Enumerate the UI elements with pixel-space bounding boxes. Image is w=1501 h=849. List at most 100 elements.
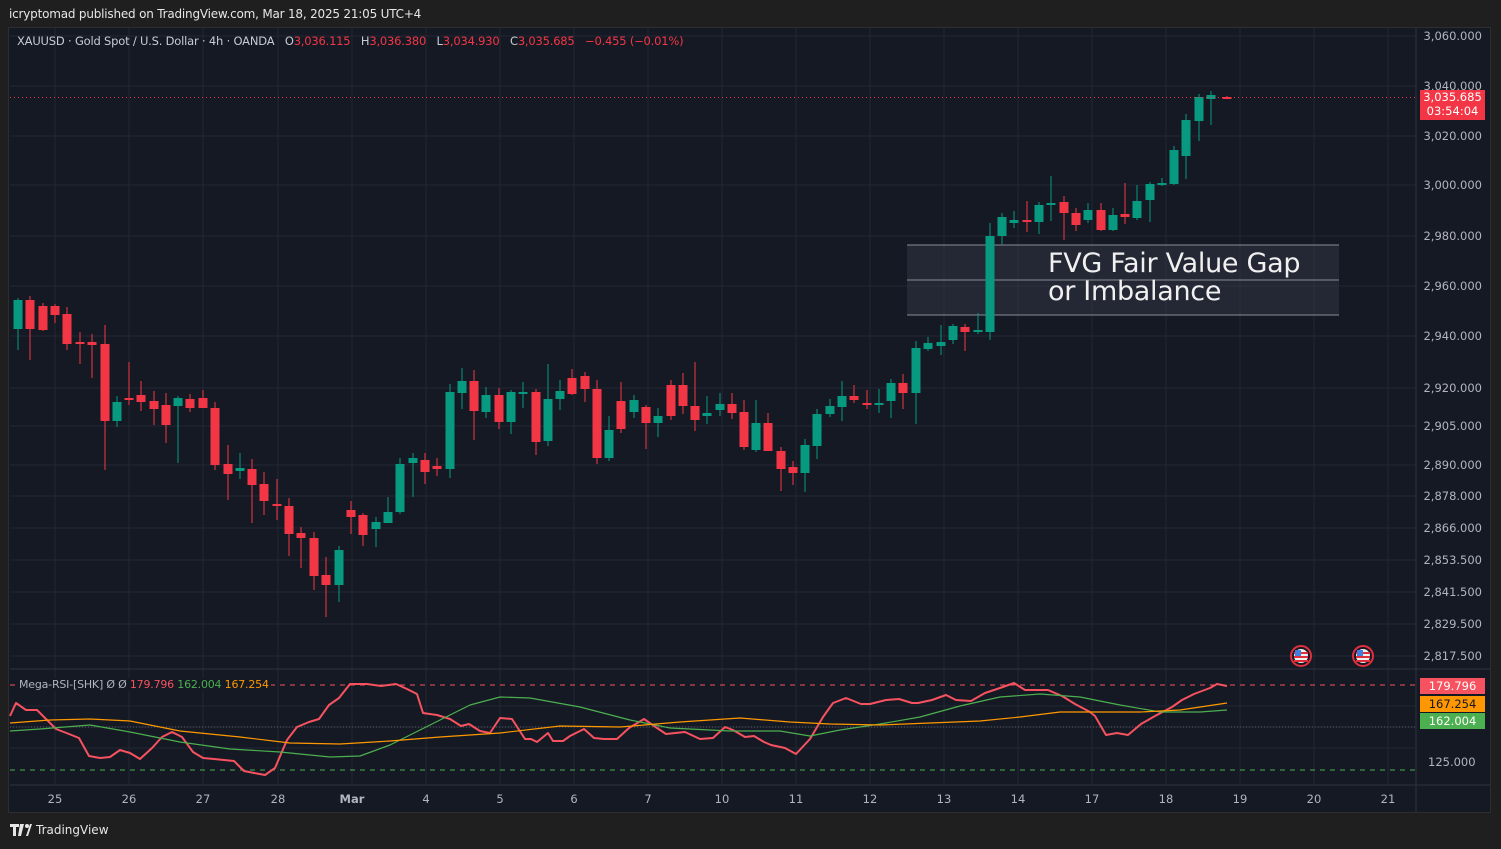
candle: [960, 324, 970, 351]
candle: [235, 453, 245, 479]
symbol-legend: XAUUSD · Gold Spot / U.S. Dollar · 4h · …: [17, 34, 684, 48]
candle: [641, 405, 651, 449]
rsi-tag-orange: 167.254: [1420, 696, 1485, 712]
candle: [247, 459, 257, 523]
rsi-legend: Mega-RSI-[SHK] Ø Ø 179.796 162.004 167.2…: [17, 678, 271, 691]
time-axis-label: 4: [422, 792, 430, 806]
candle: [763, 413, 773, 451]
us-flag-event-icon[interactable]: [1352, 645, 1374, 667]
candle: [898, 374, 908, 409]
candle: [1009, 211, 1019, 228]
exchange: OANDA: [233, 34, 275, 48]
candle: [321, 557, 331, 617]
candle: [715, 393, 725, 416]
fvg-line-2: or Imbalance: [1048, 276, 1222, 307]
price-axis-label: 2,960.000: [1423, 279, 1482, 293]
rsi-tag-red: 179.796: [1420, 678, 1485, 694]
candle: [1096, 203, 1106, 231]
time-axis-label: 26: [121, 792, 137, 806]
candle: [1132, 185, 1142, 220]
tradingview-logo-icon: [10, 824, 32, 836]
candle: [837, 381, 847, 421]
time-axis-label: 17: [1084, 792, 1100, 806]
candle: [272, 479, 282, 520]
candle: [531, 389, 541, 455]
candle: [100, 325, 110, 470]
change-value: −0.455 (−0.01%): [585, 34, 684, 48]
time-axis-label: 5: [496, 792, 504, 806]
candle: [1145, 182, 1155, 222]
candle: [825, 399, 835, 417]
candle: [87, 334, 97, 378]
bar-countdown: 03:54:04: [1426, 104, 1479, 118]
time-axis-label: 10: [714, 792, 730, 806]
footer-brand[interactable]: TradingView: [10, 823, 109, 837]
candle: [445, 384, 455, 478]
fvg-line-1: FVG Fair Value Gap: [1048, 248, 1301, 279]
rsi-tag-green: 162.004: [1420, 713, 1485, 729]
price-axis-label: 2,841.500: [1423, 585, 1482, 599]
candle: [1022, 201, 1032, 232]
price-axis-label: 3,060.000: [1423, 29, 1482, 43]
us-flag-event-icon[interactable]: [1290, 645, 1312, 667]
candle: [346, 501, 356, 534]
candle: [580, 372, 590, 402]
candle: [849, 385, 859, 403]
rsi-axis-label: 125.000: [1428, 755, 1476, 769]
time-axis-label: 20: [1306, 792, 1322, 806]
candle: [751, 400, 761, 452]
fvg-box[interactable]: [907, 244, 1339, 316]
candle: [358, 513, 368, 546]
candle: [161, 393, 171, 443]
candle: [678, 373, 688, 414]
candle: [1059, 196, 1069, 240]
candle: [1181, 114, 1191, 179]
price-axis-label: 2,890.000: [1423, 458, 1482, 472]
rsi-value-orange: 167.254: [224, 678, 269, 691]
candle: [62, 307, 72, 350]
candle: [543, 364, 553, 446]
candle: [948, 324, 958, 344]
price-axis-label: 3,020.000: [1423, 129, 1482, 143]
price-axis-label: 2,905.000: [1423, 419, 1482, 433]
price-axis-label: 3,040.000: [1423, 79, 1482, 93]
candle: [518, 382, 528, 408]
candle: [1083, 203, 1093, 223]
candle: [13, 298, 23, 350]
candle: [1194, 94, 1204, 141]
candle: [727, 393, 737, 419]
candle: [223, 445, 233, 500]
candle: [874, 389, 884, 413]
candle: [284, 498, 294, 556]
candle: [886, 379, 896, 418]
candle: [1034, 202, 1044, 234]
last-price-tag: 3,035.685 03:54:04: [1420, 90, 1485, 120]
time-axis-label: 18: [1158, 792, 1174, 806]
candle: [494, 388, 504, 429]
candle: [555, 380, 565, 410]
time-axis-label: 27: [195, 792, 211, 806]
candle: [149, 391, 159, 425]
candle: [210, 402, 220, 470]
price-axis[interactable]: 3,060.000 3,040.000 3,020.000 3,000.000 2,98…: [1417, 28, 1490, 812]
price-axis-label: 2,829.500: [1423, 617, 1482, 631]
time-axis-label: 25: [47, 792, 63, 806]
fvg-annotation[interactable]: FVG Fair Value Gap or Imbalance: [1048, 248, 1301, 307]
interval[interactable]: 4h: [208, 34, 224, 48]
candle: [653, 408, 663, 437]
symbol-name[interactable]: XAUUSD: [17, 34, 65, 48]
candle: [1120, 183, 1130, 224]
price-axis-label: 2,940.000: [1423, 329, 1482, 343]
rsi-line: [9, 682, 1228, 776]
candle: [739, 400, 749, 450]
candle: [309, 532, 319, 590]
candle: [690, 362, 700, 431]
candle: [259, 472, 269, 515]
rsi-name[interactable]: Mega-RSI-[SHK]: [19, 678, 104, 691]
candle: [788, 461, 798, 485]
time-axis-label: 7: [644, 792, 652, 806]
price-axis-label: 3,000.000: [1423, 178, 1482, 192]
time-axis-label: 14: [1010, 792, 1026, 806]
candle: [395, 458, 405, 514]
